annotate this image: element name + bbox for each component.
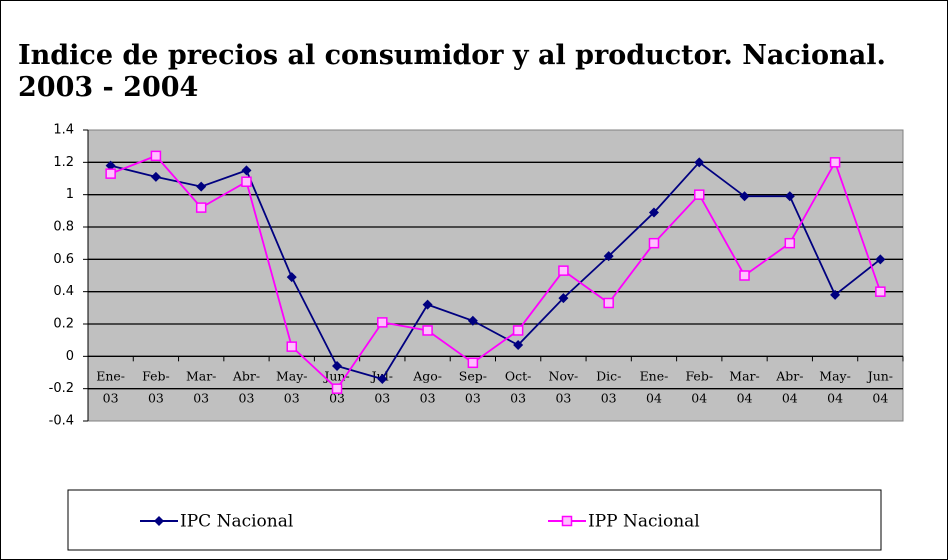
chart-title: Indice de precios al consumidor y al pro… [18, 40, 886, 103]
data-point [694, 189, 705, 200]
data-point [512, 325, 524, 336]
y-tick-label: -0.4 [49, 414, 74, 429]
data-point [105, 160, 116, 171]
x-tick-label: Jun-04 [866, 368, 893, 405]
data-point [603, 251, 614, 262]
y-tick-label: 1 [66, 187, 74, 202]
data-point [830, 289, 841, 300]
x-tick-label: Abr-03 [232, 368, 260, 405]
y-tick-label: 0.8 [53, 220, 74, 235]
data-point [558, 265, 569, 276]
data-point [784, 237, 796, 249]
data-point [875, 286, 886, 297]
y-tick-label: 1.2 [53, 155, 74, 170]
data-point [694, 157, 705, 168]
data-point [286, 341, 297, 352]
y-tick-label: 1.4 [53, 123, 74, 138]
x-tick-label: Sep-03 [459, 368, 487, 405]
data-point [150, 171, 161, 182]
x-tick-label: Mar-03 [186, 368, 216, 405]
x-tick-label: Feb-04 [685, 368, 713, 405]
y-tick-label: 0.4 [53, 284, 74, 299]
data-point [332, 361, 343, 372]
data-point [558, 293, 569, 304]
data-point [150, 150, 162, 162]
x-tick-label: Ago-03 [412, 368, 442, 405]
y-tick-label: 0.2 [53, 317, 74, 332]
data-point [784, 191, 795, 202]
data-point [739, 191, 750, 202]
data-point [829, 157, 841, 168]
data-point [875, 254, 886, 265]
data-point [467, 357, 479, 369]
data-point [196, 181, 207, 192]
x-tick-label: May-03 [276, 368, 308, 405]
legend-label: IPC Nacional [180, 512, 293, 532]
data-point [105, 168, 116, 179]
data-point [377, 317, 388, 328]
y-tick-label: 0 [66, 349, 74, 364]
data-point [603, 297, 614, 309]
data-point [739, 270, 750, 281]
x-tick-label: Dic-03 [596, 368, 621, 405]
data-point [648, 237, 660, 249]
y-tick-label: -0.2 [49, 381, 74, 396]
x-tick-label: Oct-03 [505, 368, 532, 405]
data-point [648, 207, 659, 218]
x-tick-label: Ene-03 [96, 368, 125, 405]
legend-marker [154, 516, 164, 526]
plot-area [87, 129, 904, 422]
x-tick-label: May-04 [819, 368, 851, 405]
data-point [513, 340, 524, 351]
x-tick-label: Abr-04 [775, 368, 803, 405]
data-point [241, 165, 252, 176]
x-tick-label: Feb-03 [142, 368, 170, 405]
data-point [241, 176, 252, 187]
series-line [110, 161, 881, 381]
data-point [331, 383, 343, 394]
x-tick-label: Mar-04 [729, 368, 759, 405]
data-point [422, 299, 433, 310]
x-tick-label: Nov-03 [549, 368, 579, 405]
data-point [467, 315, 478, 326]
legend-marker [561, 515, 573, 527]
data-point [195, 202, 207, 213]
series-line [110, 154, 882, 391]
legend [67, 489, 882, 551]
legend-label: IPP Nacional [588, 512, 700, 532]
y-tick-label: 0.6 [53, 252, 74, 267]
data-point [286, 272, 297, 283]
data-point [377, 373, 388, 384]
x-tick-label: Ene-04 [640, 368, 669, 405]
data-point [422, 325, 433, 336]
